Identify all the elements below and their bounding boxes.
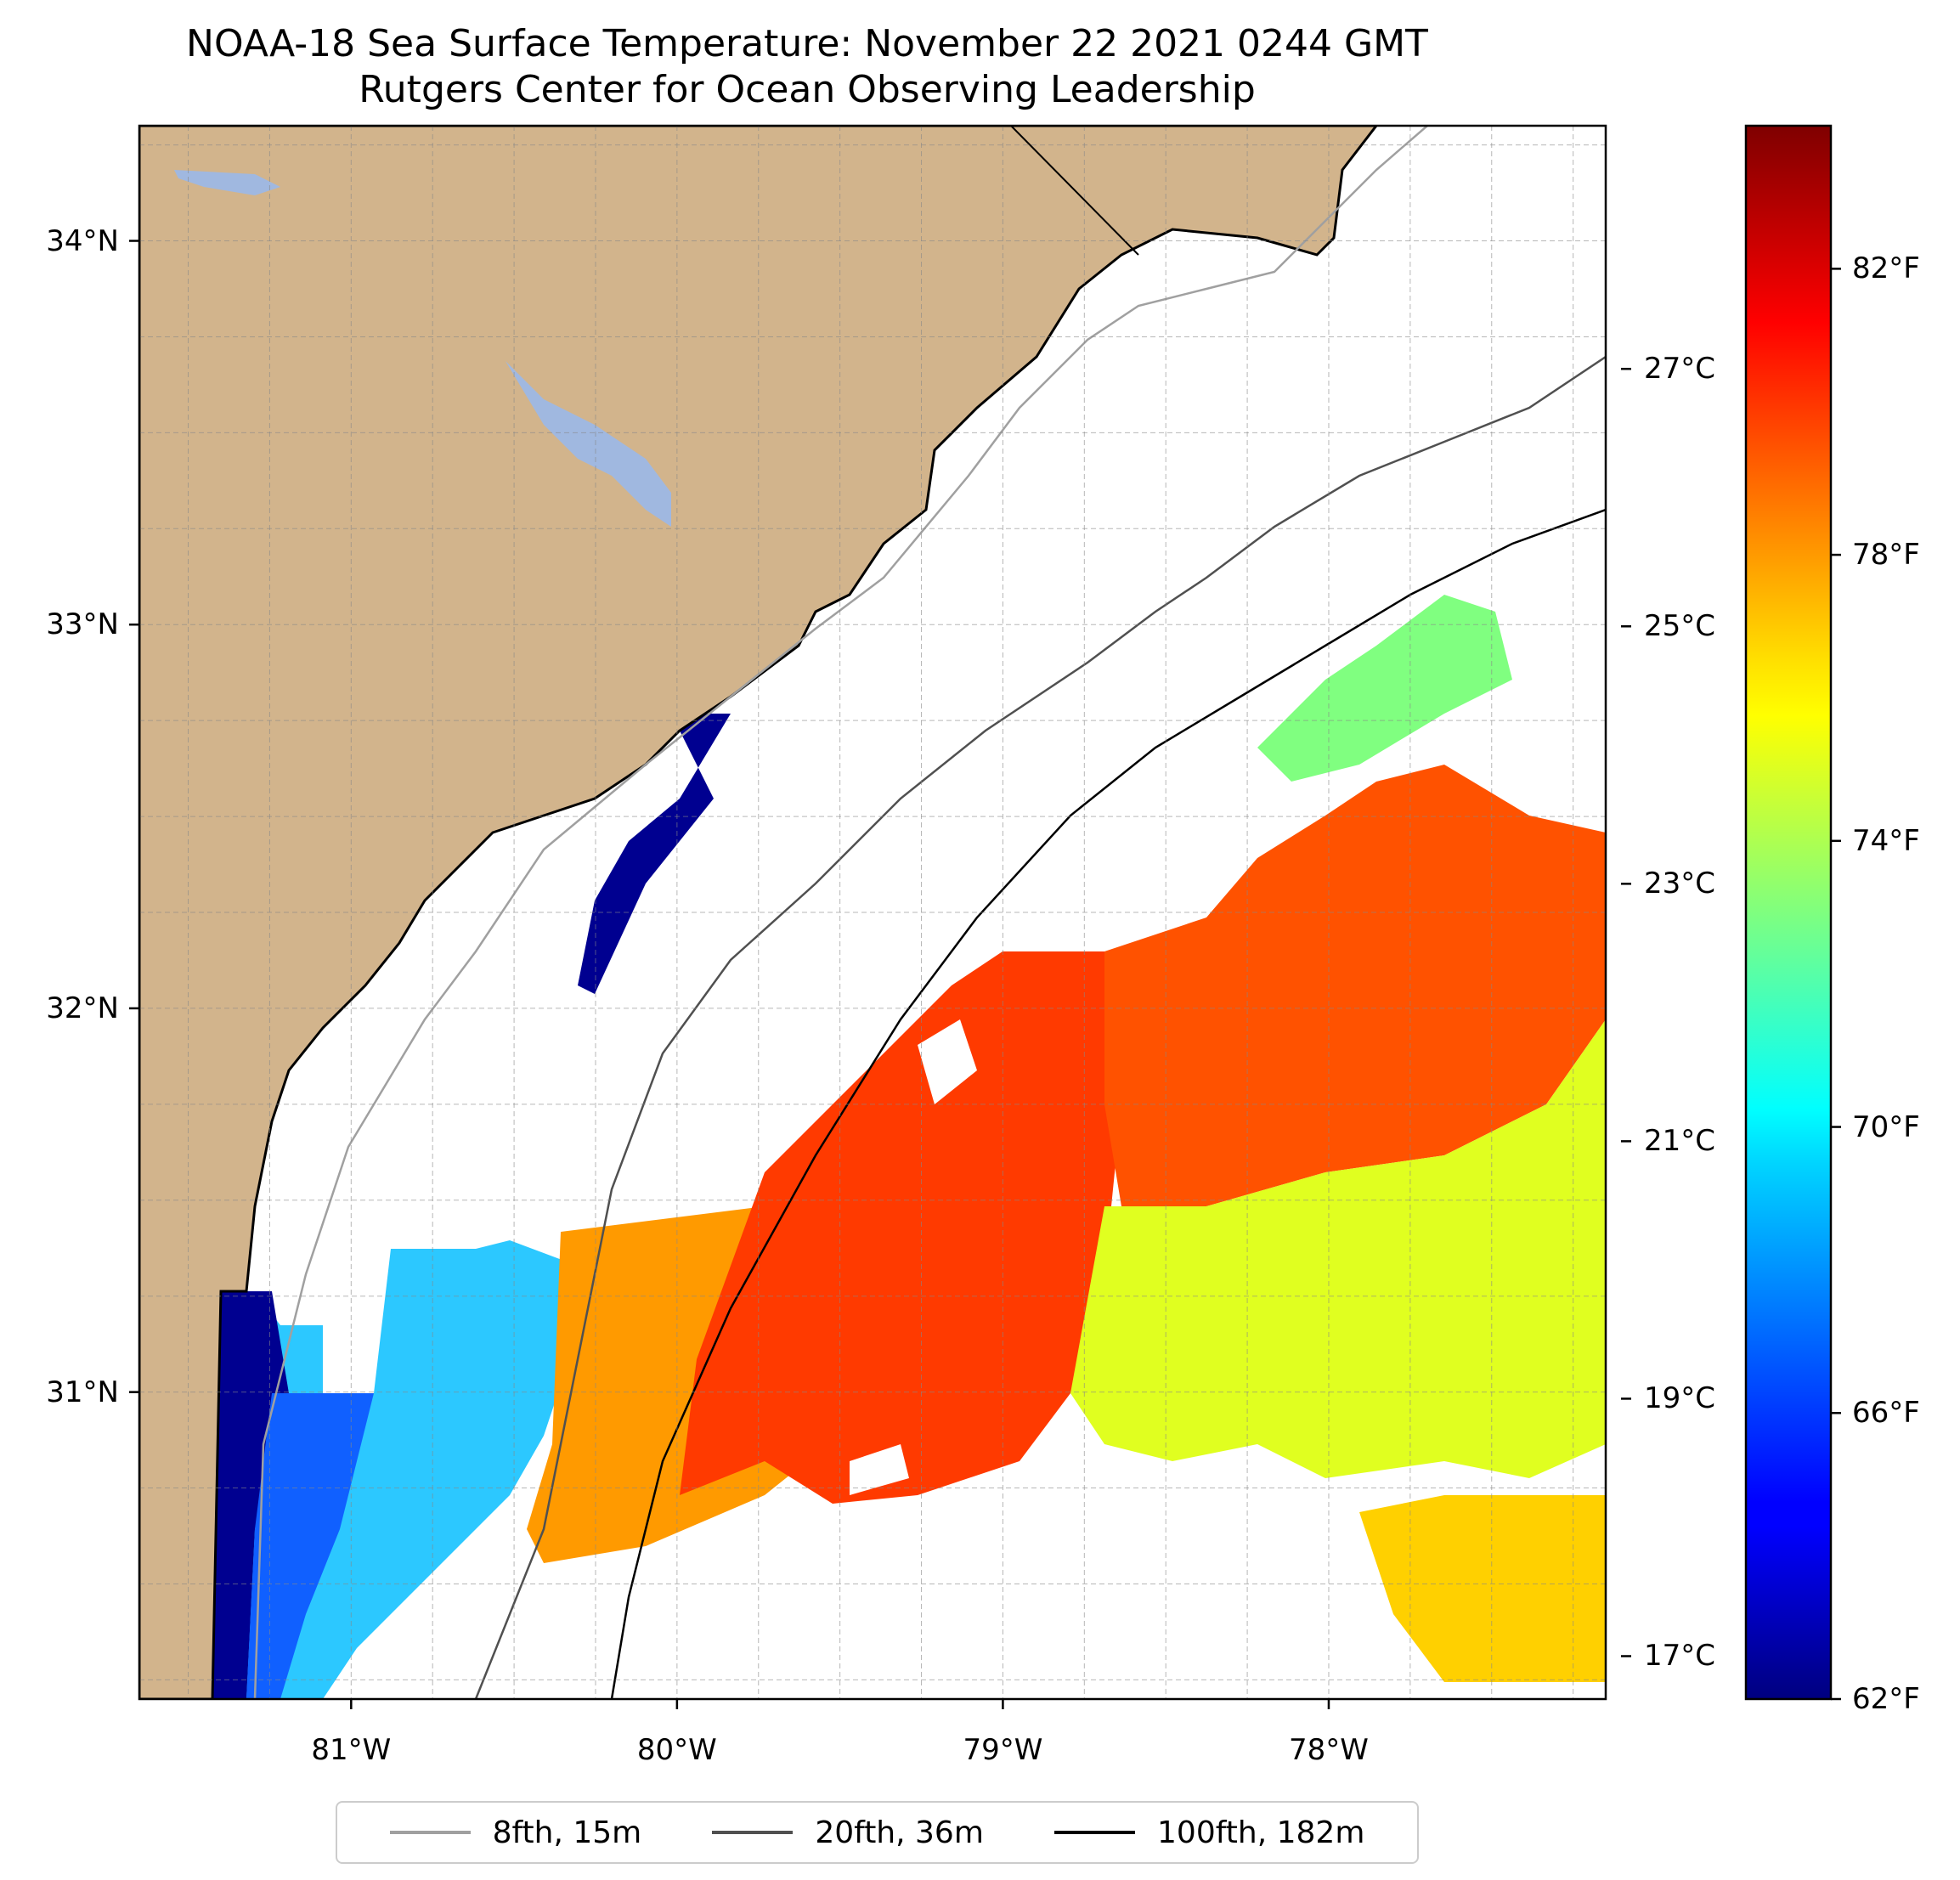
colorbar-label-c: 21°C xyxy=(1644,1124,1716,1159)
colorbar-label-f: 70°F xyxy=(1852,1109,1920,1144)
sst-dark-patch xyxy=(578,714,731,994)
legend-swatch xyxy=(389,1831,471,1834)
map-content xyxy=(139,126,1606,1699)
colorbar-label-f: 74°F xyxy=(1852,823,1920,858)
state-border xyxy=(1010,126,1139,256)
legend-swatch xyxy=(1054,1831,1136,1834)
legend-item: 20fth, 36m xyxy=(712,1815,984,1850)
legend: 8fth, 15m 20fth, 36m 100fth, 182m xyxy=(336,1801,1419,1864)
sst-warm-east xyxy=(1104,765,1606,1206)
lon-label: 78°W xyxy=(1289,1733,1369,1767)
colorbar-label-f: 62°F xyxy=(1852,1682,1920,1716)
colorbar-label-c: 17°C xyxy=(1644,1639,1716,1674)
colorbar xyxy=(1744,124,1833,1701)
sst-green-north xyxy=(1257,595,1512,782)
lon-label: 81°W xyxy=(311,1733,392,1767)
colorbar-ticks xyxy=(1621,268,1841,1701)
lake-north xyxy=(174,170,280,195)
legend-label: 20fth, 36m xyxy=(815,1815,984,1850)
sst-cloud-hole-2 xyxy=(850,1444,909,1495)
lat-label: 33°N xyxy=(46,607,119,642)
legend-item: 8fth, 15m xyxy=(389,1815,642,1850)
contour-100fth xyxy=(610,508,1606,1699)
contour-20fth xyxy=(474,355,1606,1699)
lat-label: 34°N xyxy=(46,223,119,258)
lat-label: 31°N xyxy=(46,1375,119,1409)
map-frame xyxy=(138,124,1607,1701)
contour-8fth xyxy=(253,126,1428,1699)
sst-yellow-south xyxy=(1359,1495,1606,1682)
colorbar-label-c: 27°C xyxy=(1644,352,1716,387)
chart-title: NOAA-18 Sea Surface Temperature: Novembe… xyxy=(186,22,1428,65)
land-mass xyxy=(139,126,1378,1699)
lat-label: 32°N xyxy=(46,991,119,1025)
colorbar-label-c: 25°C xyxy=(1644,609,1716,644)
lon-label: 79°W xyxy=(963,1733,1043,1767)
legend-label: 8fth, 15m xyxy=(492,1815,642,1850)
colorbar-label-f: 82°F xyxy=(1852,251,1920,286)
lon-label: 80°W xyxy=(636,1733,717,1767)
chart-subtitle: Rutgers Center for Ocean Observing Leade… xyxy=(359,68,1256,111)
gridlines xyxy=(139,126,1606,1699)
colorbar-label-c: 19°C xyxy=(1644,1381,1716,1416)
sst-cloud-hole-1 xyxy=(918,1019,977,1104)
colorbar-label-c: 23°C xyxy=(1644,867,1716,901)
axis-ticks xyxy=(129,240,1330,1709)
sst-yellow-southeast xyxy=(1070,1019,1606,1478)
legend-label: 100fth, 182m xyxy=(1157,1815,1365,1850)
legend-swatch xyxy=(712,1831,794,1834)
colorbar-label-f: 66°F xyxy=(1852,1396,1920,1431)
lake-marion xyxy=(506,361,671,527)
sst-blue-band xyxy=(246,1393,374,1699)
legend-item: 100fth, 182m xyxy=(1054,1815,1364,1850)
sst-warm-core xyxy=(680,951,1121,1504)
colorbar-label-f: 78°F xyxy=(1852,538,1920,573)
